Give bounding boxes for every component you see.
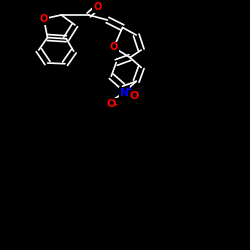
Text: O: O: [40, 14, 48, 24]
Text: N: N: [120, 88, 129, 98]
Text: +: +: [125, 85, 132, 94]
Text: O: O: [129, 91, 138, 101]
Text: O: O: [110, 42, 118, 52]
Text: N: N: [120, 88, 128, 98]
Text: -: -: [114, 100, 117, 110]
Text: O: O: [94, 2, 102, 12]
Text: O: O: [106, 99, 116, 109]
